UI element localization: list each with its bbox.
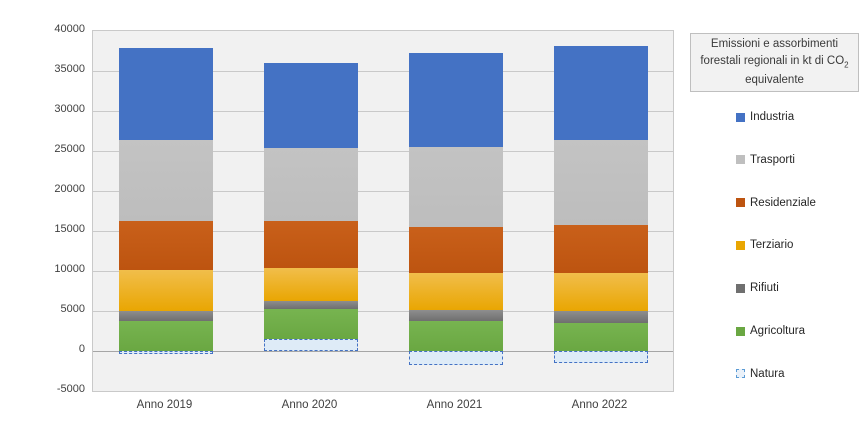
y-axis-tick-label: 25000 xyxy=(54,143,85,155)
legend-swatch-rifiuti-icon xyxy=(736,283,745,293)
y-axis-tick-label: 15000 xyxy=(54,223,85,235)
bar-segment-rifiuti-2[interactable] xyxy=(263,300,358,310)
bar-segment-residenziale-3[interactable] xyxy=(408,227,503,274)
bar-segment-agricoltura-2[interactable] xyxy=(263,309,358,340)
y-axis-tick-label: 0 xyxy=(78,343,85,355)
legend-label: Agricoltura xyxy=(750,325,805,337)
legend-swatch-trasporti-icon xyxy=(736,155,745,165)
bar-segment-natura-4[interactable] xyxy=(553,351,648,364)
legend-item-natura[interactable]: Natura xyxy=(736,368,785,380)
bar-segment-terziario-2[interactable] xyxy=(263,267,358,301)
bar-segment-terziario-4[interactable] xyxy=(553,272,648,311)
y-axis-tick-label: 40000 xyxy=(54,23,85,35)
legend-swatch-natura-icon xyxy=(736,369,745,379)
zero-axis-line xyxy=(93,351,673,352)
gridline xyxy=(93,151,673,152)
bar-segment-rifiuti-1[interactable] xyxy=(118,311,213,321)
bar-segment-agricoltura-1[interactable] xyxy=(118,321,213,351)
bar-segment-industria-3[interactable] xyxy=(408,53,503,147)
bar-segment-residenziale-1[interactable] xyxy=(118,221,213,271)
legend-item-industria[interactable]: Industria xyxy=(736,111,794,123)
legend-item-agricoltura[interactable]: Agricoltura xyxy=(736,325,805,337)
chart-title-box: Emissioni e assorbimenti forestali regio… xyxy=(690,33,859,92)
legend-item-terziario[interactable]: Terziario xyxy=(736,239,793,251)
gridline xyxy=(93,231,673,232)
bar-segment-trasporti-2[interactable] xyxy=(263,147,358,222)
y-axis-tick-label: 30000 xyxy=(54,103,85,115)
bar-segment-terziario-1[interactable] xyxy=(118,270,213,312)
bar-segment-rifiuti-4[interactable] xyxy=(553,311,648,323)
legend-swatch-terziario-icon xyxy=(736,240,745,250)
bar-segment-natura-2[interactable] xyxy=(263,339,358,351)
x-axis-category-label: Anno 2022 xyxy=(571,399,628,411)
bar-segment-trasporti-3[interactable] xyxy=(408,147,503,227)
bar-segment-terziario-3[interactable] xyxy=(408,273,503,311)
gridline xyxy=(93,311,673,312)
gridline xyxy=(93,71,673,72)
chart-title: Emissioni e assorbimenti forestali regio… xyxy=(700,38,849,86)
legend-label: Trasporti xyxy=(750,153,795,166)
y-axis-tick-label: 35000 xyxy=(54,63,85,75)
bar-segment-natura-3[interactable] xyxy=(408,351,503,366)
bar-segment-natura-1[interactable] xyxy=(118,351,213,355)
y-axis-tick-label: 5000 xyxy=(60,303,85,315)
legend-swatch-agricoltura-icon xyxy=(736,326,745,336)
y-axis-tick-label: -5000 xyxy=(56,383,85,395)
bar-segment-agricoltura-3[interactable] xyxy=(408,321,503,351)
x-axis-category-label: Anno 2020 xyxy=(281,399,338,411)
legend-item-residenziale[interactable]: Residenziale xyxy=(736,197,816,209)
bar-segment-industria-1[interactable] xyxy=(118,47,213,140)
bar-segment-residenziale-4[interactable] xyxy=(553,225,648,273)
legend-label: Natura xyxy=(750,367,785,380)
plot-area xyxy=(92,30,674,392)
y-axis-tick-label: 10000 xyxy=(54,263,85,275)
bar-segment-industria-4[interactable] xyxy=(553,45,648,140)
x-axis-category-label: Anno 2021 xyxy=(426,399,483,411)
legend-label: Rifiuti xyxy=(750,282,779,295)
bar-segment-industria-2[interactable] xyxy=(263,62,358,148)
bar-segment-residenziale-2[interactable] xyxy=(263,221,358,268)
legend-swatch-industria-icon xyxy=(736,112,745,122)
gridline xyxy=(93,271,673,272)
legend-swatch-residenziale-icon xyxy=(736,198,745,208)
bar-segment-trasporti-1[interactable] xyxy=(118,139,213,221)
gridline xyxy=(93,111,673,112)
x-axis-category-label: Anno 2019 xyxy=(136,399,193,411)
bar-segment-trasporti-4[interactable] xyxy=(553,139,648,226)
bar-segment-rifiuti-3[interactable] xyxy=(408,310,503,321)
legend-item-rifiuti[interactable]: Rifiuti xyxy=(736,282,779,294)
legend-label: Terziario xyxy=(750,239,794,252)
y-axis-tick-label: 20000 xyxy=(54,183,85,195)
gridline xyxy=(93,191,673,192)
legend-label: Residenziale xyxy=(750,196,816,209)
bar-segment-agricoltura-4[interactable] xyxy=(553,323,648,351)
legend-item-trasporti[interactable]: Trasporti xyxy=(736,154,795,166)
legend-label: Industria xyxy=(750,111,795,123)
